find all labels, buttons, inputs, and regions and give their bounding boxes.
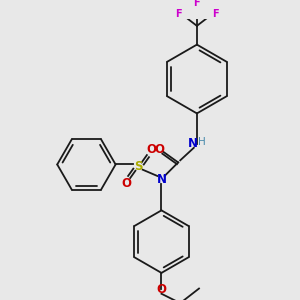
Text: O: O [154, 143, 164, 156]
Text: F: F [175, 9, 181, 20]
Text: N: N [188, 137, 198, 150]
Text: N: N [157, 172, 166, 186]
Text: O: O [157, 283, 166, 296]
Text: O: O [121, 177, 131, 190]
Text: O: O [146, 143, 156, 156]
Text: F: F [212, 9, 219, 20]
Text: H: H [198, 136, 206, 147]
Text: S: S [134, 160, 143, 173]
Text: F: F [194, 0, 200, 8]
